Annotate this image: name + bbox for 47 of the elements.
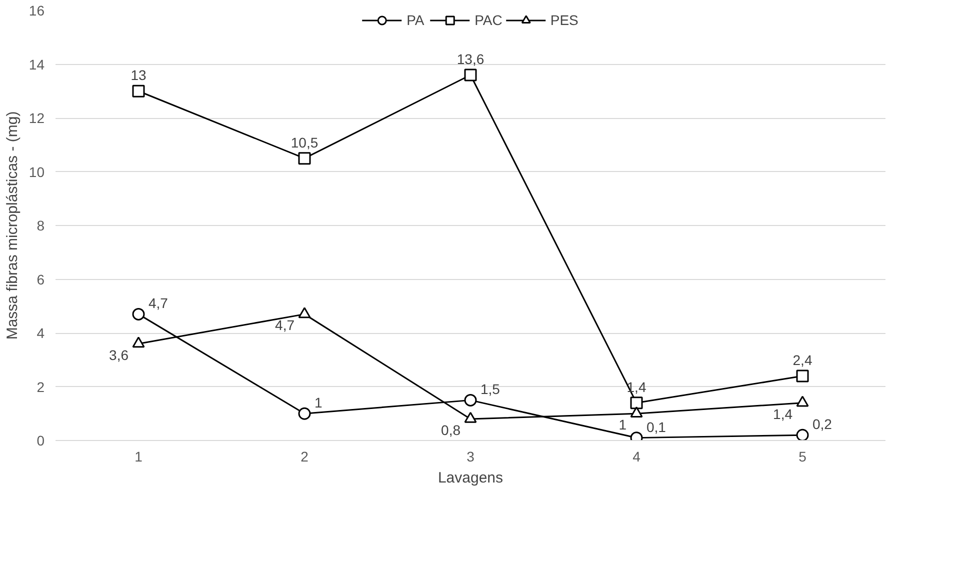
data-label: 4,7	[275, 317, 295, 334]
point	[796, 428, 809, 440]
y-tick-label: 6	[36, 271, 45, 288]
point	[630, 406, 643, 418]
point	[464, 394, 477, 406]
point	[298, 307, 311, 318]
point	[796, 370, 809, 382]
point	[298, 152, 311, 165]
x-tick-label: 3	[466, 448, 475, 464]
data-label: 1,4	[773, 406, 793, 422]
y-tick-label: 4	[36, 325, 45, 341]
data-label: 3,6	[109, 346, 129, 363]
data-label: 13	[130, 67, 146, 84]
x-tick-label: 5	[798, 448, 807, 464]
data-label: 0,1	[646, 418, 666, 435]
point	[132, 336, 145, 348]
y-tick-label: 0	[36, 432, 45, 448]
data-label: 0,2	[812, 416, 832, 432]
x-tick-label: 2	[300, 448, 309, 464]
data-label: 10,5	[290, 134, 318, 150]
point	[132, 84, 145, 98]
data-label: 0,8	[441, 422, 461, 438]
data-label: 1,5	[480, 381, 500, 398]
y-axis-title: Massa fibras microplásticas - (mg)	[4, 111, 21, 340]
data-label: 1	[618, 416, 627, 433]
x-axis-title: Lavagens	[438, 470, 504, 486]
point	[132, 308, 145, 320]
point	[796, 396, 809, 407]
legend-label: PA	[406, 12, 426, 28]
y-tick-label: 8	[36, 218, 45, 234]
point	[464, 68, 477, 82]
point	[630, 396, 643, 410]
y-tick-label: 10	[28, 164, 45, 180]
data-label: 1	[314, 394, 322, 411]
data-label: 2,4	[792, 352, 812, 368]
data-label: 13,6	[456, 51, 484, 67]
legend-label: PAC	[474, 12, 502, 28]
y-tick-label: 16	[28, 2, 45, 18]
x-tick-label: 1	[134, 448, 143, 464]
y-tick-label: 14	[28, 56, 45, 72]
data-label: 4,7	[148, 295, 168, 312]
x-tick-label: 4	[632, 448, 641, 464]
y-tick-label: 2	[36, 378, 45, 395]
point	[464, 412, 477, 423]
y-tick-label: 12	[28, 110, 45, 126]
legend-label: PES	[550, 12, 578, 28]
point	[298, 407, 311, 420]
